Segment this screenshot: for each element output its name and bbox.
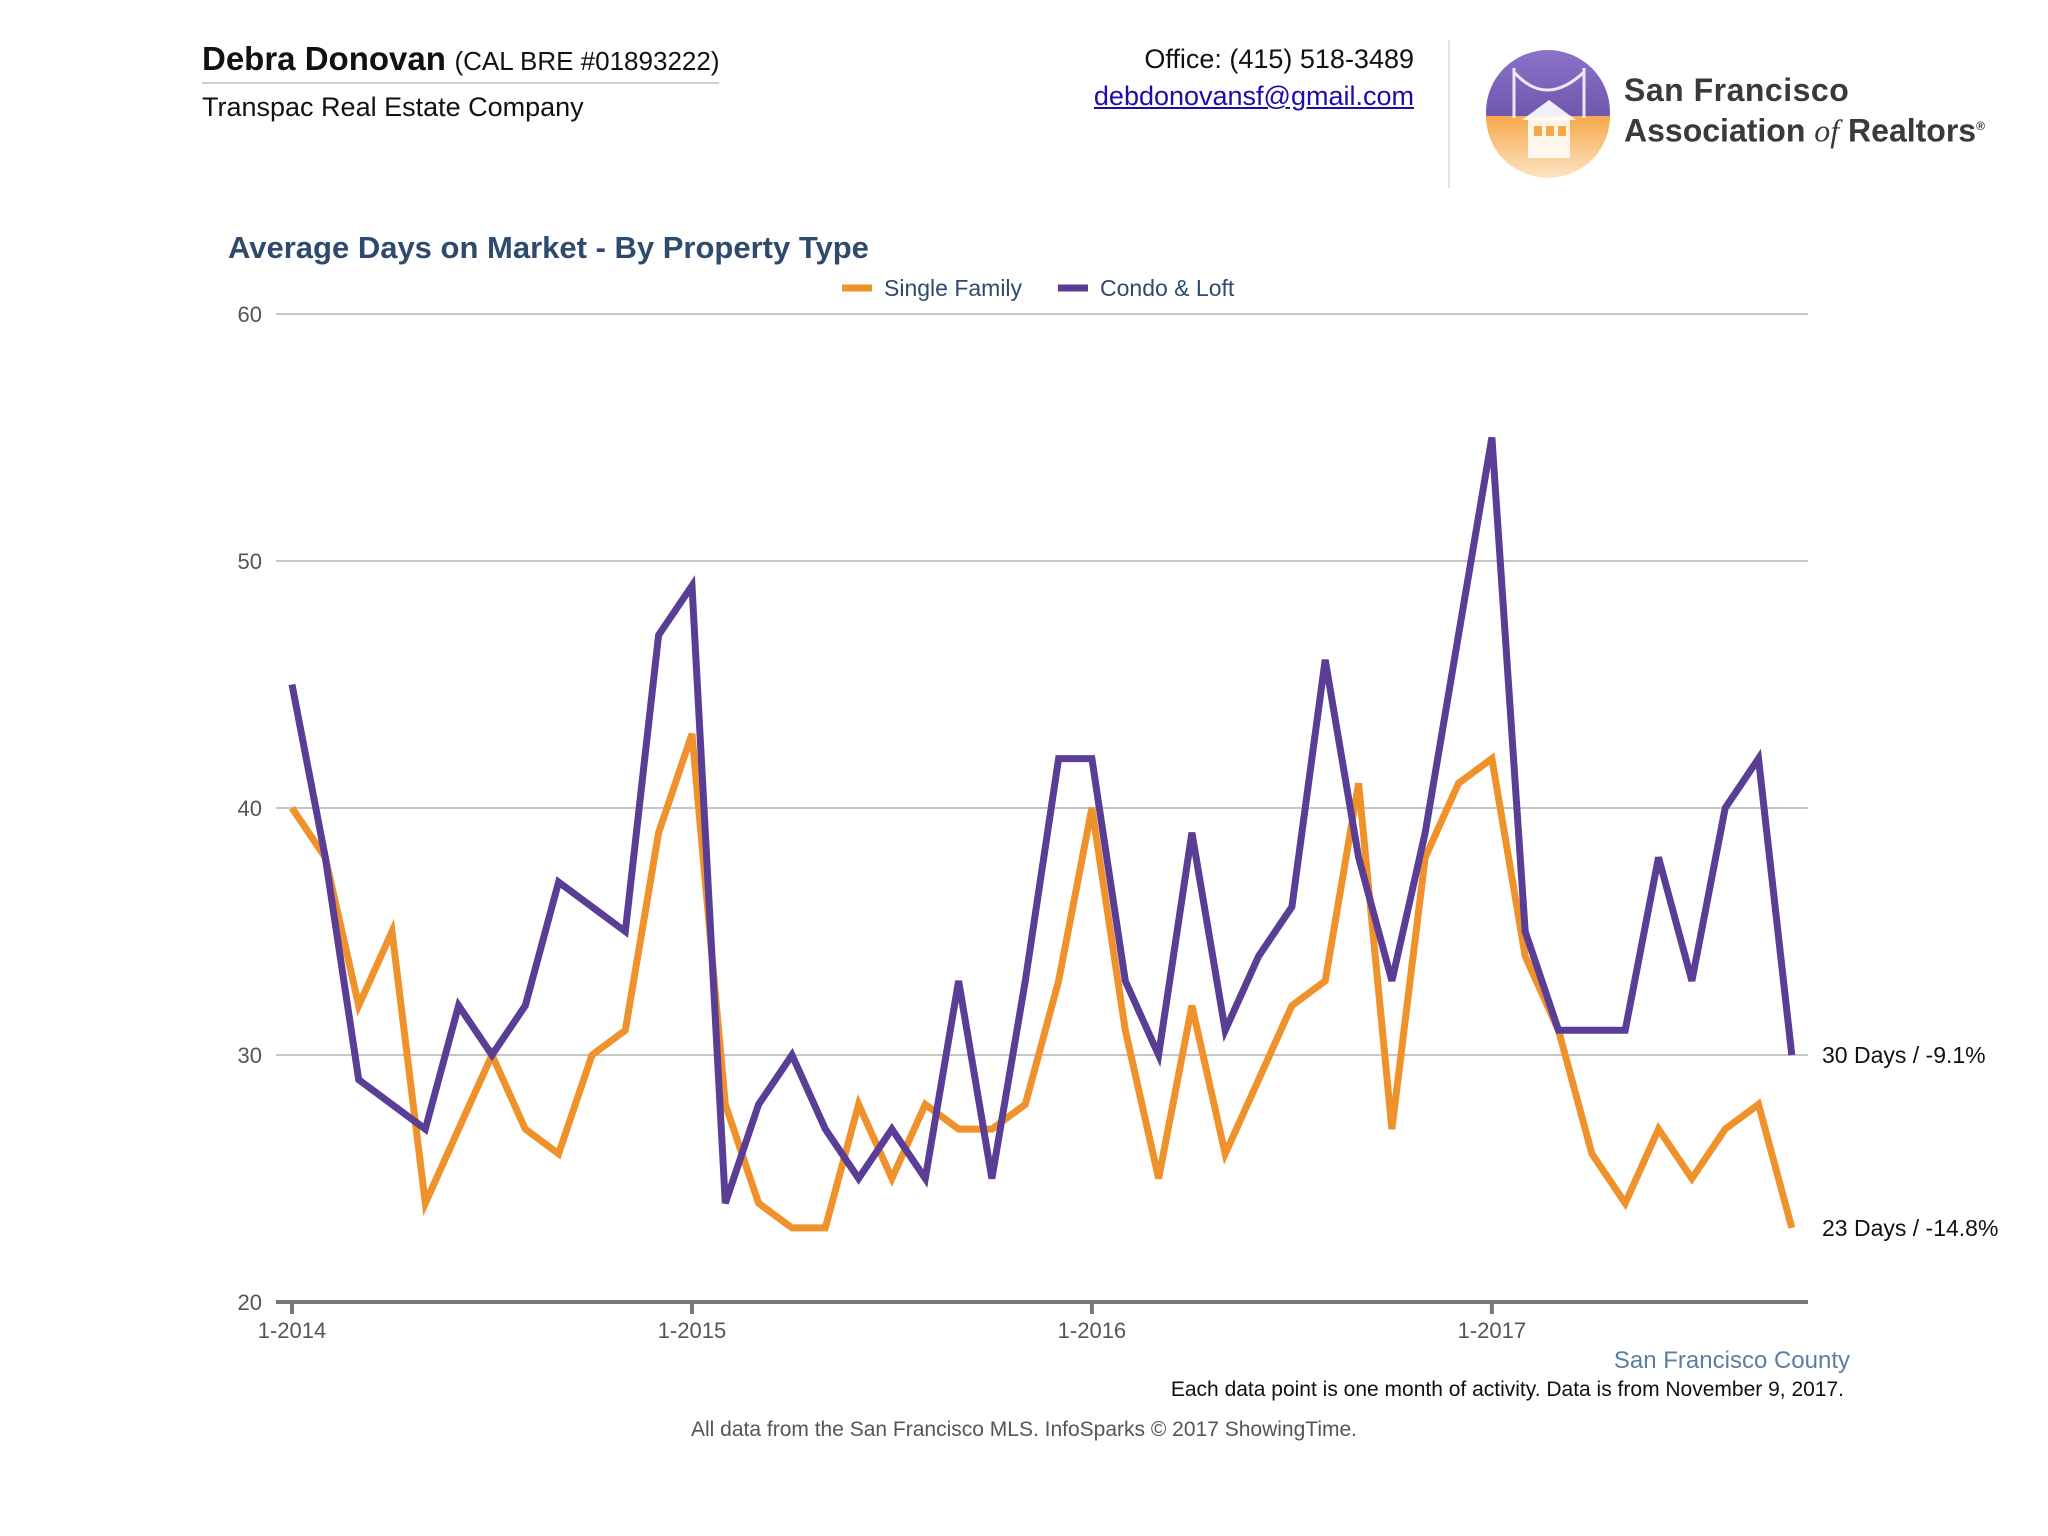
logo-line2-b: Realtors <box>1848 112 1977 149</box>
logo-line2: Association of Realtors® <box>1624 108 1985 149</box>
x-tick-label: 1-2016 <box>1058 1318 1127 1343</box>
y-tick-label: 60 <box>238 302 262 327</box>
footer-note: Each data point is one month of activity… <box>1170 1378 1844 1401</box>
legend-label: Single Family <box>884 275 1023 301</box>
agent-name: Debra Donovan <box>202 40 446 77</box>
chart-title: Average Days on Market - By Property Typ… <box>228 230 869 265</box>
logo-line1: San Francisco <box>1624 72 1850 108</box>
agent-info: Debra Donovan (CAL BRE #01893222) Transp… <box>202 40 720 123</box>
y-tick-label: 50 <box>238 549 262 574</box>
office-phone: Office: (415) 518-3489 <box>1144 44 1414 74</box>
x-tick-label: 1-2015 <box>658 1318 727 1343</box>
series-line-condo-loft <box>288 436 1796 1205</box>
contact-info: Office: (415) 518-3489 debdonovansf@gmai… <box>1094 44 1414 112</box>
agent-name-line: Debra Donovan (CAL BRE #01893222) <box>202 40 720 84</box>
x-tick-label: 1-2014 <box>258 1318 327 1343</box>
series-end-label: 30 Days / -9.1% <box>1822 1042 1986 1068</box>
email-link[interactable]: debdonovansf@gmail.com <box>1093 81 1414 111</box>
x-tick-label: 1-2017 <box>1458 1318 1527 1343</box>
sfar-logo-text: San Francisco Association of Realtors® <box>1624 72 1985 149</box>
sfar-logo: San Francisco Association of Realtors® <box>1484 48 2024 178</box>
sfar-logo-icon <box>1486 50 1610 178</box>
y-tick-label: 30 <box>238 1043 262 1068</box>
series-line-single-family <box>289 732 1796 1232</box>
header-divider <box>1448 40 1450 188</box>
agent-license: (CAL BRE #01893222) <box>454 46 720 76</box>
y-tick-label: 40 <box>238 796 262 821</box>
legend-label: Condo & Loft <box>1100 275 1235 301</box>
y-tick-label: 20 <box>238 1290 262 1315</box>
series-end-label: 23 Days / -14.8% <box>1822 1215 1998 1241</box>
logo-reg: ® <box>1976 119 1985 133</box>
logo-line2-a: Association <box>1624 112 1806 149</box>
agent-company: Transpac Real Estate Company <box>202 92 584 122</box>
footer-source: All data from the San Francisco MLS. Inf… <box>690 1418 1357 1441</box>
logo-line2-of: of <box>1814 112 1840 149</box>
region-label: San Francisco County <box>1614 1347 1850 1374</box>
